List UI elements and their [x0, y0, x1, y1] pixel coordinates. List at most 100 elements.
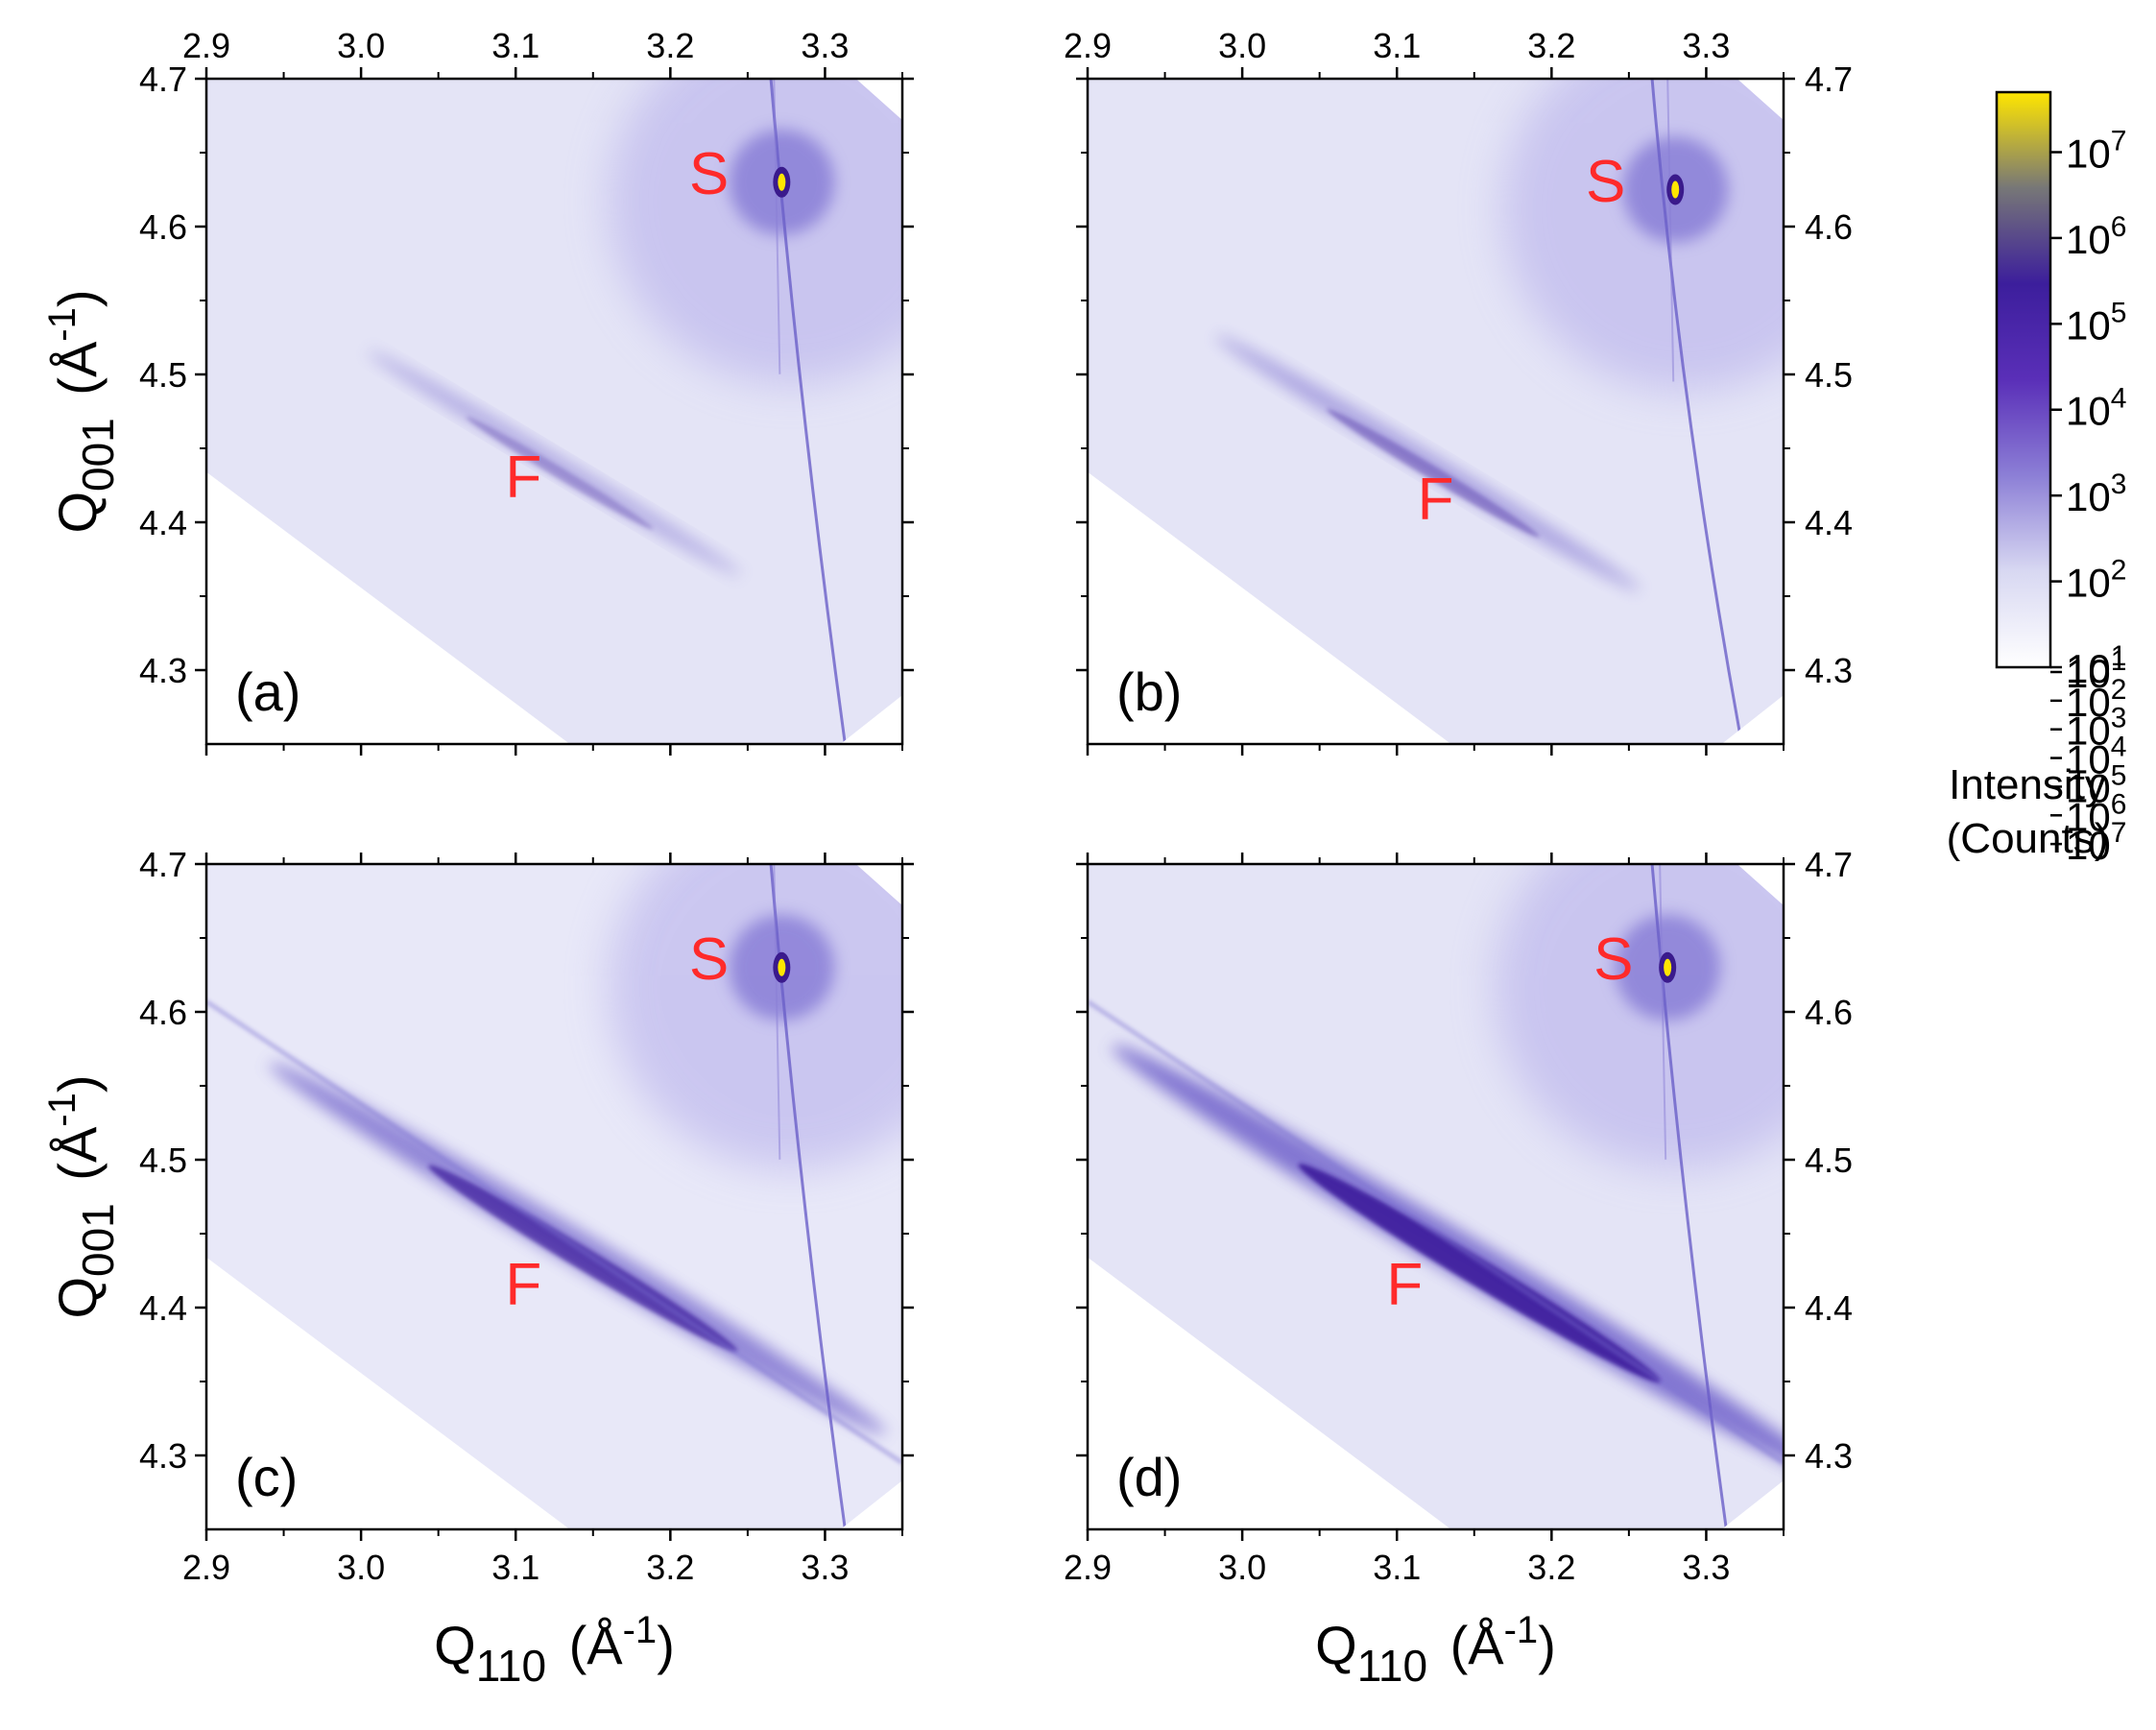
y-tick-label: 4.5	[1805, 355, 1853, 395]
y-tick-label: 4.4	[1805, 1288, 1853, 1328]
colorbar-tick-label: 102	[2066, 674, 2126, 725]
film-label: F	[505, 1252, 541, 1318]
x-tick-label: 2.9	[1064, 1548, 1112, 1587]
y-tick-label: 4.3	[1805, 1436, 1853, 1476]
x-tick-label: 3.3	[801, 1548, 849, 1587]
panel-label: (c)	[235, 1447, 298, 1507]
y-tick-label: 4.7	[139, 845, 187, 884]
y-tick-label: 4.6	[139, 207, 187, 247]
y-tick-label: 4.5	[1805, 1141, 1853, 1180]
colorbar-tick-label: 101	[2066, 640, 2126, 691]
colorbar-tick-label: 106	[2066, 211, 2126, 262]
substrate-peak-center	[778, 958, 786, 976]
substrate-label: S	[1593, 926, 1633, 993]
panel-label: (a)	[235, 661, 300, 722]
monochromator-streak	[773, 864, 781, 1160]
panel-a: 2.9 3.0 3.1 3.2 3.3 4.3 4.4 4.5 4.6 4.7 (a) S F Q001 …	[41, 26, 914, 756]
colorbar-tick-label: 102	[2066, 555, 2126, 606]
x-tick-label: 3.3	[801, 26, 849, 65]
y-axis-title: Q001 (Å-1)	[41, 289, 123, 533]
x-tick-label: 3.1	[491, 1548, 539, 1587]
x-tick-label: 3.1	[1373, 26, 1421, 65]
x-axis-title: Q110 (Å-1)	[1315, 1609, 1556, 1691]
y-tick-label: 4.3	[1805, 651, 1853, 690]
colorbar-tick-label: 104	[2066, 383, 2126, 434]
plot-frame	[1086, 77, 1785, 746]
x-tick-label: 2.9	[1064, 26, 1112, 65]
film-peak	[466, 417, 654, 530]
x-tick-label: 2.9	[182, 1548, 230, 1587]
plot-frame	[204, 862, 904, 1531]
substrate-peak-center	[1671, 180, 1680, 199]
substrate-label: S	[689, 926, 729, 993]
colorbar-tick-label: 107	[2066, 817, 2126, 868]
film-peak	[1327, 408, 1540, 538]
y-tick-label: 4.7	[1805, 845, 1853, 884]
colorbar-title-line1: Intensity	[1949, 761, 2106, 808]
monochromator-streak	[773, 79, 781, 374]
film-ridge	[1088, 999, 1784, 1465]
y-tick-label: 4.3	[139, 1436, 187, 1476]
x-tick-label: 3.0	[337, 1548, 385, 1587]
substrate-peak-center	[1664, 958, 1672, 976]
monochromator-streak	[1666, 79, 1675, 382]
y-tick-label: 4.7	[139, 60, 187, 99]
panel-label: (d)	[1116, 1447, 1182, 1507]
y-tick-label: 4.4	[139, 503, 187, 542]
y-tick-label: 4.4	[139, 1288, 187, 1328]
panel-label: (b)	[1116, 661, 1182, 722]
y-tick-label: 4.5	[139, 1141, 187, 1180]
panel-d: 2.9 3.0 3.1 3.2 3.3 4.3 4.4 4.5 4.6 4.7 (d) S F Q110 …	[1064, 845, 1853, 1691]
monochromator-streak	[1659, 864, 1667, 1160]
colorbar-gradient	[1995, 90, 2052, 669]
panel-c: 2.9 3.0 3.1 3.2 3.3 4.3 4.4 4.5 4.6 4.7 (c) S F Q001 …	[41, 845, 914, 1691]
x-tick-label: 3.2	[1527, 1548, 1575, 1587]
substrate-label: S	[1586, 149, 1625, 215]
x-axis-title: Q110 (Å-1)	[434, 1609, 675, 1691]
x-tick-label: 3.0	[1218, 26, 1266, 65]
film-label: F	[1386, 1252, 1423, 1318]
film-streak	[368, 350, 741, 576]
x-tick-label: 3.0	[337, 26, 385, 65]
detector-streak	[1650, 79, 1743, 744]
x-tick-label: 2.9	[182, 26, 230, 65]
y-tick-label: 4.6	[139, 993, 187, 1032]
substrate-label: S	[689, 141, 729, 207]
y-tick-label: 4.5	[139, 355, 187, 395]
colorbar-tick-label: 104	[2066, 732, 2126, 782]
film-label: F	[505, 445, 541, 511]
y-tick-label: 4.4	[1805, 503, 1853, 542]
colorbar-tick-label: 103	[2066, 703, 2126, 754]
y-tick-label: 4.6	[1805, 993, 1853, 1032]
colorbar-tick-label: 105	[2066, 297, 2126, 348]
x-tick-label: 3.2	[1527, 26, 1575, 65]
y-tick-label: 4.7	[1805, 60, 1853, 99]
x-tick-label: 3.1	[1373, 1548, 1421, 1587]
film-label: F	[1418, 467, 1454, 533]
x-tick-label: 3.2	[646, 26, 694, 65]
film-ridge	[206, 999, 902, 1465]
x-tick-label: 3.2	[646, 1548, 694, 1587]
y-axis-title: Q001 (Å-1)	[41, 1074, 123, 1318]
panel-b: 2.9 3.0 3.1 3.2 3.3 4.3 4.4 4.5 4.6 4.7 (b) S F	[1064, 26, 1853, 756]
plot-frame	[204, 77, 904, 746]
colorbar-tick-label: 101	[2066, 645, 2126, 696]
plot-frame	[1086, 862, 1785, 1531]
colorbar-tick-label: 105	[2066, 759, 2126, 810]
y-tick-label: 4.6	[1805, 207, 1853, 247]
colorbar-tick-label: 106	[2066, 788, 2126, 839]
x-tick-label: 3.0	[1218, 1548, 1266, 1587]
x-tick-label: 3.3	[1682, 1548, 1730, 1587]
substrate-peak-center	[778, 173, 786, 191]
colorbar-tick-label: 107	[2066, 125, 2126, 176]
film-peak	[428, 1165, 737, 1352]
x-tick-label: 3.1	[491, 26, 539, 65]
colorbar-1: 101 102 103 104 105 106 107	[1995, 90, 2126, 691]
x-tick-label: 3.3	[1682, 26, 1730, 65]
film-peak	[1298, 1164, 1661, 1383]
colorbar-tick-label: 103	[2066, 469, 2126, 519]
colorbar-title-line2: (Counts)	[1947, 815, 2109, 862]
y-tick-label: 4.3	[139, 651, 187, 690]
